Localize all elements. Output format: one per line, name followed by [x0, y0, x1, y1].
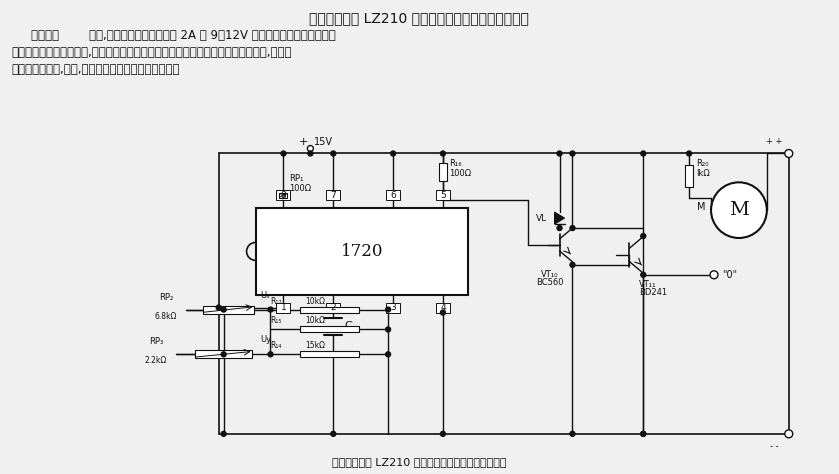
Bar: [279, 193, 288, 198]
Circle shape: [281, 151, 286, 156]
Text: 5: 5: [440, 191, 446, 200]
Bar: [436, 302, 450, 312]
Circle shape: [221, 431, 227, 437]
Circle shape: [641, 234, 646, 238]
Bar: [386, 302, 400, 312]
Text: 1720: 1720: [341, 243, 383, 260]
Circle shape: [440, 151, 446, 156]
Circle shape: [784, 149, 793, 157]
Circle shape: [570, 262, 575, 267]
Circle shape: [641, 272, 646, 277]
Bar: [195, 350, 252, 358]
Text: 机保持大的转矩,因此,是一种理想的调速、稳速电路。: 机保持大的转矩,因此,是一种理想的调速、稳速电路。: [12, 63, 180, 76]
Text: VL: VL: [536, 214, 547, 223]
Text: M: M: [696, 202, 705, 212]
Bar: [277, 302, 290, 312]
Circle shape: [440, 310, 446, 315]
Circle shape: [641, 431, 646, 437]
Circle shape: [221, 352, 227, 357]
Text: C: C: [344, 321, 352, 331]
Bar: [277, 190, 290, 200]
Circle shape: [268, 352, 273, 357]
Text: 电路如图        所示,它主要用于电流不大于 2A 的 9～12V 小型直流电动机。它采用脉: 电路如图 所示,它主要用于电流不大于 2A 的 9～12V 小型直流电动机。它采…: [31, 29, 336, 42]
Text: R₂₀: R₂₀: [696, 159, 709, 168]
Bar: [439, 163, 447, 181]
Text: RP₃: RP₃: [149, 337, 163, 346]
Text: 100Ω: 100Ω: [289, 184, 311, 193]
Text: 100Ω: 100Ω: [449, 169, 471, 178]
Circle shape: [570, 151, 575, 156]
Polygon shape: [555, 212, 565, 224]
Circle shape: [711, 182, 767, 238]
Bar: [436, 190, 450, 200]
Text: VT₁₀: VT₁₀: [541, 270, 558, 279]
Bar: [300, 307, 359, 312]
Circle shape: [386, 307, 391, 312]
Text: 2.2kΩ: 2.2kΩ: [145, 356, 167, 365]
Circle shape: [308, 151, 313, 156]
Text: Uₓ: Uₓ: [261, 291, 270, 300]
Bar: [256, 208, 468, 295]
Text: 15V: 15V: [315, 137, 333, 146]
Circle shape: [570, 226, 575, 230]
Text: RP₂: RP₂: [159, 292, 173, 301]
Circle shape: [216, 305, 221, 310]
Bar: [203, 306, 253, 313]
Circle shape: [557, 226, 562, 230]
Text: 采用集成电路 LZ210 的直流电动机脉冲宽度调速电路: 采用集成电路 LZ210 的直流电动机脉冲宽度调速电路: [331, 456, 506, 466]
Circle shape: [386, 352, 391, 357]
Circle shape: [557, 151, 562, 156]
Text: BD241: BD241: [639, 288, 667, 297]
Circle shape: [641, 431, 646, 437]
Text: +: +: [299, 137, 309, 146]
Text: 10kΩ: 10kΩ: [305, 297, 326, 306]
Circle shape: [570, 431, 575, 437]
Text: R₁₇: R₁₇: [270, 297, 282, 306]
Circle shape: [391, 151, 395, 156]
Bar: [386, 190, 400, 200]
Text: 10kΩ: 10kΩ: [305, 317, 326, 326]
Text: VT₁₁: VT₁₁: [639, 280, 657, 289]
Text: "0": "0": [722, 270, 737, 280]
Text: Uy: Uy: [260, 336, 271, 345]
Text: 2: 2: [331, 303, 336, 312]
Bar: [300, 351, 359, 357]
Circle shape: [221, 307, 227, 312]
Text: R₁₅: R₁₅: [270, 317, 282, 326]
Circle shape: [307, 146, 313, 152]
Text: 采用集成电路 LZ210 的直流电动机脉宽调制调速电路: 采用集成电路 LZ210 的直流电动机脉宽调制调速电路: [309, 11, 529, 25]
Circle shape: [784, 430, 793, 438]
Text: BC560: BC560: [536, 278, 563, 287]
Circle shape: [710, 271, 718, 279]
Text: - -: - -: [769, 442, 778, 451]
Text: 宽调制来控制电动机转速,可将输入电压幅度的变化转换成相应输出脉冲宽度的变化,使电动: 宽调制来控制电动机转速,可将输入电压幅度的变化转换成相应输出脉冲宽度的变化,使电…: [12, 46, 292, 59]
Text: RP₁: RP₁: [289, 174, 304, 183]
Circle shape: [686, 151, 691, 156]
Bar: [685, 164, 693, 187]
Circle shape: [331, 151, 336, 156]
Text: R₁₆: R₁₆: [449, 159, 461, 168]
Bar: [326, 190, 341, 200]
Text: R₁₄: R₁₄: [270, 341, 282, 350]
Bar: [300, 327, 359, 332]
Text: 1: 1: [280, 303, 286, 312]
Circle shape: [268, 307, 273, 312]
Text: 15kΩ: 15kΩ: [305, 341, 326, 350]
Text: M: M: [729, 201, 749, 219]
Circle shape: [641, 151, 646, 156]
Text: 4: 4: [440, 303, 446, 312]
Text: + +: + +: [766, 137, 782, 146]
Text: IkΩ: IkΩ: [696, 169, 710, 178]
Text: 6: 6: [390, 191, 396, 200]
Text: 7: 7: [331, 191, 336, 200]
Text: 6.8kΩ: 6.8kΩ: [154, 311, 177, 320]
Circle shape: [440, 431, 446, 437]
Circle shape: [386, 327, 391, 332]
Text: 3: 3: [390, 303, 396, 312]
Text: 8: 8: [280, 191, 286, 200]
Circle shape: [331, 431, 336, 437]
Bar: [326, 302, 341, 312]
